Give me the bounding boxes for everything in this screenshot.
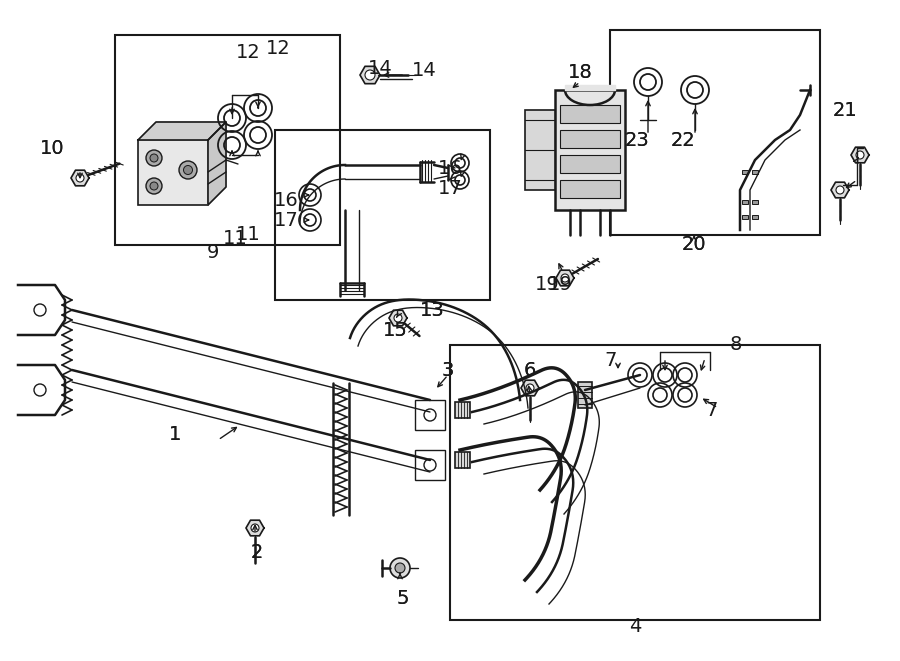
- Text: 2: 2: [251, 543, 263, 563]
- Text: 10: 10: [40, 139, 64, 157]
- Text: 5: 5: [397, 588, 410, 607]
- Circle shape: [836, 186, 844, 194]
- Bar: [560, 155, 620, 173]
- Polygon shape: [138, 122, 226, 140]
- Circle shape: [561, 274, 569, 282]
- Text: 22: 22: [670, 130, 696, 149]
- Text: 1: 1: [169, 426, 181, 444]
- Bar: [578, 382, 592, 408]
- Text: 6: 6: [524, 360, 536, 379]
- Bar: [275, 130, 490, 300]
- Circle shape: [184, 165, 193, 175]
- Polygon shape: [246, 520, 264, 536]
- Bar: [560, 180, 620, 198]
- Text: 18: 18: [568, 63, 592, 81]
- Circle shape: [76, 174, 84, 182]
- Text: 20: 20: [681, 235, 706, 254]
- Text: 8: 8: [730, 336, 742, 354]
- Text: 17: 17: [437, 178, 463, 198]
- Polygon shape: [360, 66, 380, 84]
- Text: 22: 22: [670, 130, 696, 149]
- Circle shape: [146, 150, 162, 166]
- Polygon shape: [389, 310, 407, 326]
- Polygon shape: [71, 170, 89, 186]
- Circle shape: [150, 182, 158, 190]
- Circle shape: [856, 151, 864, 159]
- Bar: [752, 170, 758, 174]
- Polygon shape: [851, 147, 869, 163]
- Text: 23: 23: [625, 130, 650, 149]
- Text: 12: 12: [266, 38, 291, 58]
- Bar: [560, 105, 620, 123]
- Bar: [742, 200, 748, 204]
- Bar: [555, 90, 625, 210]
- Text: 10: 10: [40, 139, 64, 157]
- Text: 19: 19: [547, 276, 572, 295]
- Bar: [415, 450, 445, 480]
- Bar: [610, 30, 820, 235]
- Text: 5: 5: [397, 588, 410, 607]
- Circle shape: [394, 314, 402, 322]
- Text: 11: 11: [222, 229, 248, 247]
- Text: 14: 14: [412, 61, 436, 79]
- Circle shape: [526, 384, 534, 392]
- Bar: [455, 452, 470, 468]
- Text: 7: 7: [605, 350, 617, 369]
- Bar: [752, 200, 758, 204]
- Circle shape: [146, 178, 162, 194]
- Polygon shape: [556, 270, 574, 286]
- Text: 16: 16: [274, 190, 299, 210]
- Text: 16: 16: [437, 159, 463, 178]
- Text: 2: 2: [251, 543, 263, 563]
- Bar: [742, 170, 748, 174]
- Circle shape: [179, 161, 197, 179]
- Bar: [450, 345, 820, 620]
- Circle shape: [365, 70, 375, 80]
- Bar: [115, 35, 340, 245]
- Text: 4: 4: [629, 617, 641, 637]
- Text: 12: 12: [236, 42, 260, 61]
- Bar: [455, 402, 470, 418]
- Circle shape: [150, 154, 158, 162]
- Circle shape: [251, 524, 259, 532]
- Bar: [752, 215, 758, 219]
- Polygon shape: [521, 380, 539, 396]
- Circle shape: [390, 558, 410, 578]
- Text: 9: 9: [207, 243, 220, 262]
- Text: 13: 13: [419, 301, 445, 319]
- Bar: [560, 130, 620, 148]
- Text: 11: 11: [236, 225, 260, 245]
- Text: 18: 18: [568, 63, 592, 81]
- Text: 23: 23: [625, 130, 650, 149]
- Text: 21: 21: [832, 100, 858, 120]
- Bar: [742, 215, 748, 219]
- Text: 19: 19: [536, 276, 560, 295]
- Text: 7: 7: [706, 401, 718, 420]
- Bar: [138, 140, 208, 205]
- Text: 6: 6: [524, 360, 536, 379]
- Text: 3: 3: [442, 360, 454, 379]
- Text: 13: 13: [419, 301, 445, 319]
- Text: 14: 14: [367, 59, 392, 77]
- Circle shape: [395, 563, 405, 573]
- Bar: [415, 400, 445, 430]
- Polygon shape: [208, 122, 226, 205]
- Text: 1: 1: [169, 426, 181, 444]
- Text: 3: 3: [442, 360, 454, 379]
- Polygon shape: [831, 182, 849, 198]
- Text: 20: 20: [681, 235, 706, 254]
- Text: 15: 15: [382, 321, 408, 340]
- Text: 15: 15: [382, 321, 408, 340]
- Text: 17: 17: [274, 210, 299, 229]
- Bar: [525, 110, 555, 190]
- Text: 21: 21: [832, 100, 858, 120]
